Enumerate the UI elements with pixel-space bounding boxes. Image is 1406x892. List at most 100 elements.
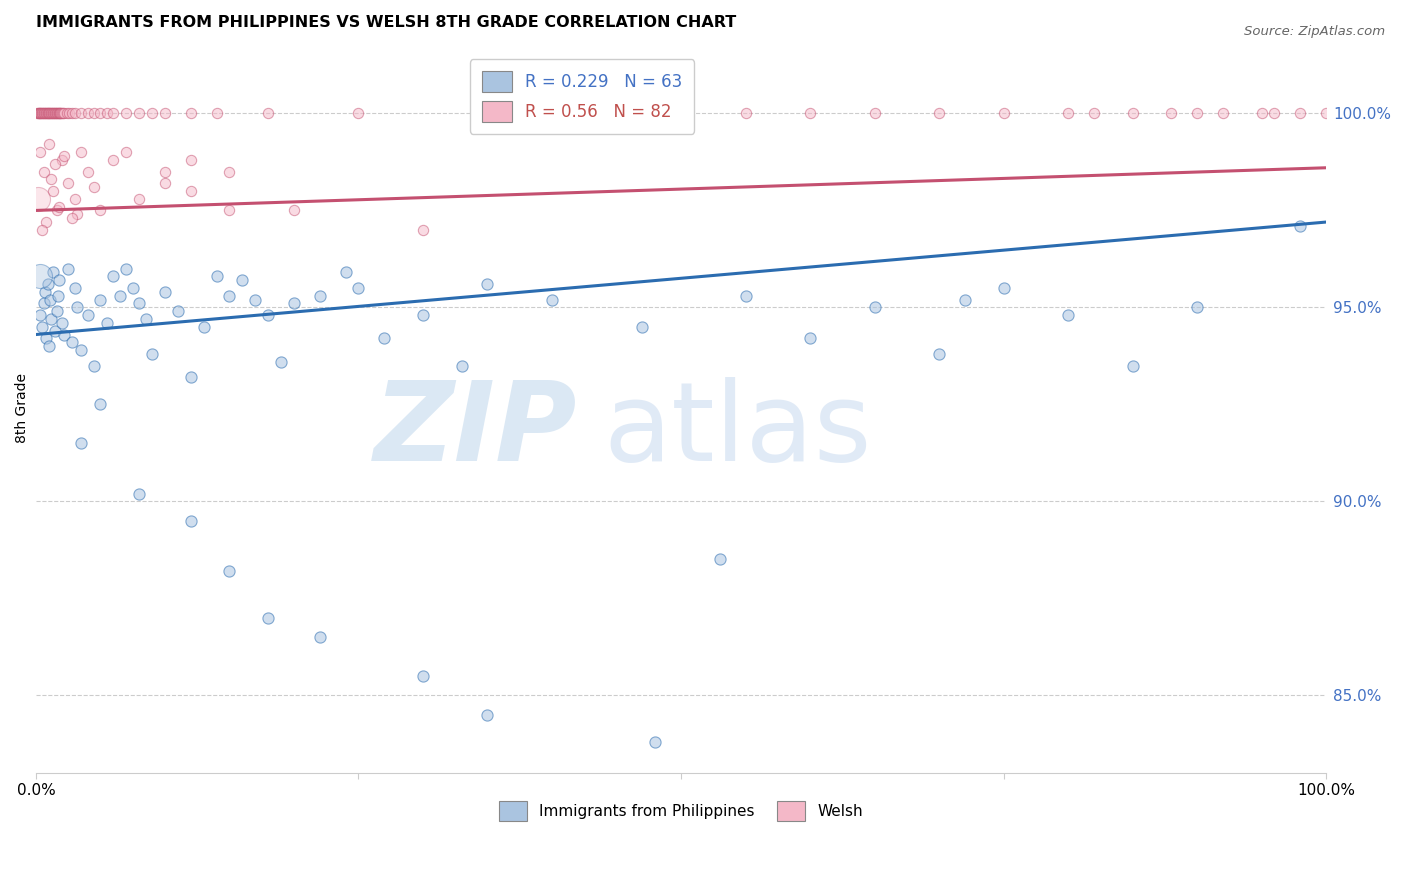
Point bbox=[70, 145, 93, 160]
Point bbox=[63, 281, 86, 295]
Point bbox=[128, 192, 150, 206]
Point bbox=[39, 106, 62, 120]
Point bbox=[153, 106, 176, 120]
Point bbox=[128, 486, 150, 500]
Point bbox=[153, 176, 176, 190]
Point bbox=[283, 296, 305, 310]
Point bbox=[30, 106, 52, 120]
Point bbox=[605, 106, 627, 120]
Point bbox=[96, 106, 118, 120]
Point bbox=[231, 273, 253, 287]
Point bbox=[1160, 106, 1182, 120]
Point bbox=[45, 106, 67, 120]
Point bbox=[141, 347, 163, 361]
Text: Source: ZipAtlas.com: Source: ZipAtlas.com bbox=[1244, 25, 1385, 38]
Point bbox=[60, 335, 83, 350]
Point bbox=[41, 184, 63, 198]
Point bbox=[44, 106, 66, 120]
Point bbox=[193, 319, 215, 334]
Point bbox=[928, 347, 950, 361]
Point bbox=[1250, 106, 1272, 120]
Point bbox=[27, 106, 49, 120]
Point bbox=[48, 106, 70, 120]
Point bbox=[270, 354, 292, 368]
Point bbox=[1289, 106, 1312, 120]
Point bbox=[27, 106, 49, 120]
Point bbox=[48, 200, 70, 214]
Point bbox=[28, 308, 51, 322]
Point bbox=[27, 192, 49, 206]
Point bbox=[37, 106, 59, 120]
Point bbox=[477, 707, 499, 722]
Point bbox=[1057, 106, 1080, 120]
Point bbox=[30, 106, 52, 120]
Point bbox=[1122, 106, 1144, 120]
Point bbox=[863, 301, 886, 315]
Point bbox=[450, 359, 472, 373]
Point bbox=[76, 164, 98, 178]
Point bbox=[412, 669, 434, 683]
Point bbox=[412, 308, 434, 322]
Point bbox=[66, 301, 89, 315]
Point bbox=[25, 106, 48, 120]
Point bbox=[257, 308, 280, 322]
Point bbox=[245, 293, 267, 307]
Point bbox=[28, 269, 51, 284]
Point bbox=[42, 106, 65, 120]
Point bbox=[32, 106, 55, 120]
Point bbox=[257, 610, 280, 624]
Point bbox=[76, 308, 98, 322]
Y-axis label: 8th Grade: 8th Grade bbox=[15, 373, 30, 443]
Point bbox=[45, 106, 67, 120]
Point bbox=[1083, 106, 1105, 120]
Point bbox=[83, 106, 105, 120]
Point bbox=[205, 106, 228, 120]
Point bbox=[115, 145, 138, 160]
Point bbox=[412, 223, 434, 237]
Point bbox=[70, 106, 93, 120]
Point bbox=[38, 106, 60, 120]
Point bbox=[121, 281, 143, 295]
Point bbox=[60, 211, 83, 226]
Point bbox=[347, 106, 370, 120]
Point bbox=[89, 397, 111, 411]
Point bbox=[31, 319, 53, 334]
Point bbox=[34, 106, 56, 120]
Point bbox=[1185, 106, 1208, 120]
Point bbox=[644, 735, 666, 749]
Point bbox=[709, 552, 731, 566]
Point bbox=[38, 339, 60, 353]
Point bbox=[32, 164, 55, 178]
Point bbox=[76, 106, 98, 120]
Point bbox=[49, 106, 72, 120]
Point bbox=[53, 106, 76, 120]
Point bbox=[218, 164, 240, 178]
Point bbox=[53, 327, 76, 342]
Point bbox=[53, 149, 76, 163]
Point bbox=[60, 106, 83, 120]
Point bbox=[48, 106, 70, 120]
Point bbox=[58, 176, 80, 190]
Point bbox=[1263, 106, 1285, 120]
Point bbox=[45, 203, 67, 218]
Point bbox=[51, 106, 73, 120]
Point bbox=[1289, 219, 1312, 233]
Point bbox=[37, 106, 59, 120]
Point bbox=[799, 331, 821, 345]
Point bbox=[31, 106, 53, 120]
Point bbox=[35, 106, 58, 120]
Point bbox=[28, 106, 51, 120]
Point bbox=[39, 106, 62, 120]
Point bbox=[128, 296, 150, 310]
Point bbox=[35, 106, 58, 120]
Point bbox=[308, 630, 330, 644]
Point bbox=[928, 106, 950, 120]
Point bbox=[28, 145, 51, 160]
Point bbox=[38, 106, 60, 120]
Point bbox=[42, 106, 65, 120]
Point bbox=[218, 289, 240, 303]
Point bbox=[46, 106, 69, 120]
Point bbox=[31, 223, 53, 237]
Text: IMMIGRANTS FROM PHILIPPINES VS WELSH 8TH GRADE CORRELATION CHART: IMMIGRANTS FROM PHILIPPINES VS WELSH 8TH… bbox=[37, 15, 737, 30]
Point bbox=[1212, 106, 1234, 120]
